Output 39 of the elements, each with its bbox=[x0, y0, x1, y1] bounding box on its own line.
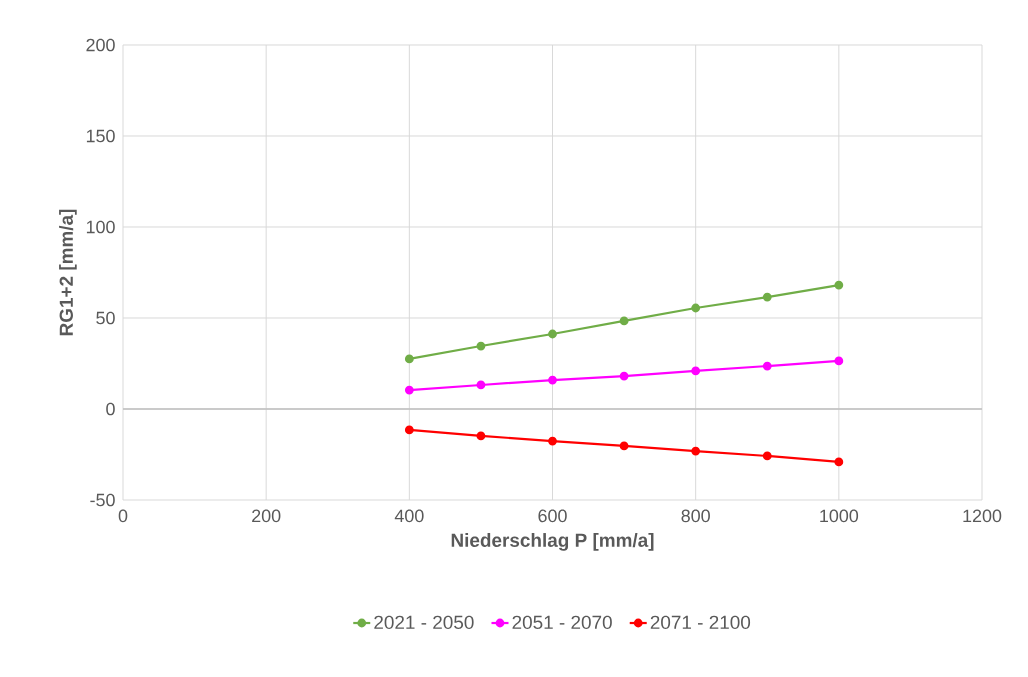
x-tick-label: 400 bbox=[394, 509, 424, 523]
y-axis-title: RG1+2 [mm/a] bbox=[59, 209, 77, 336]
y-tick-label: 150 bbox=[86, 129, 115, 143]
point bbox=[762, 361, 772, 371]
point bbox=[619, 371, 629, 381]
point bbox=[404, 354, 414, 364]
x-tick-label: 800 bbox=[681, 509, 710, 523]
point bbox=[404, 425, 414, 435]
point bbox=[476, 380, 486, 390]
y-tick-label: 100 bbox=[86, 220, 115, 234]
y-tick-label: 50 bbox=[96, 311, 115, 325]
point bbox=[834, 280, 844, 290]
point bbox=[476, 341, 486, 351]
legend-label: 2051 - 2070 bbox=[512, 615, 612, 630]
x-tick-label: 0 bbox=[118, 509, 128, 523]
point bbox=[691, 366, 701, 376]
x-axis-title: Niederschlag P [mm/a] bbox=[451, 533, 654, 551]
point bbox=[404, 385, 414, 395]
point bbox=[691, 303, 701, 313]
point bbox=[548, 329, 557, 339]
point bbox=[691, 446, 701, 456]
legend-label: 2021 - 2050 bbox=[374, 615, 474, 630]
point bbox=[762, 451, 772, 461]
y-tick-label: 0 bbox=[106, 402, 115, 416]
x-tick-label: 600 bbox=[538, 509, 567, 523]
x-tick-label: 1000 bbox=[820, 509, 859, 523]
x-tick-label: 1200 bbox=[963, 509, 1002, 523]
y-tick-label: 200 bbox=[86, 38, 115, 52]
point bbox=[548, 375, 557, 385]
y-tick-label: -50 bbox=[90, 493, 115, 507]
point bbox=[619, 316, 629, 326]
point bbox=[619, 441, 629, 451]
point bbox=[834, 457, 844, 467]
legend-label: 2071 - 2100 bbox=[650, 615, 751, 630]
point bbox=[834, 356, 844, 366]
point bbox=[548, 436, 557, 446]
x-tick-label: 200 bbox=[252, 509, 281, 523]
point bbox=[762, 292, 772, 302]
point bbox=[476, 431, 486, 441]
